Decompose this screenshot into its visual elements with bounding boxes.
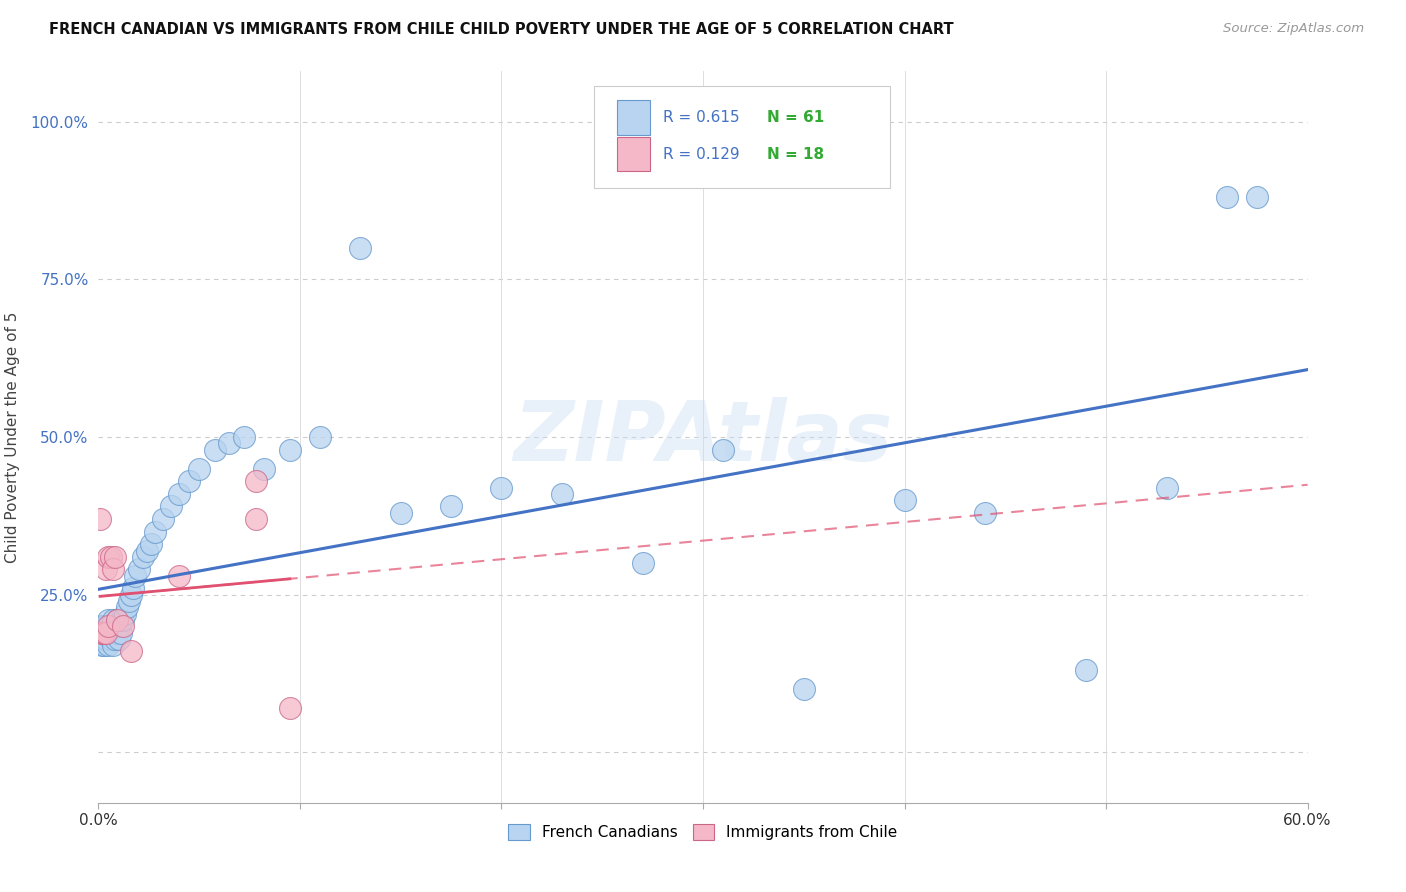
Point [110,613,132,627]
Point [97,619,120,633]
Point [253,461,276,475]
Point [440,500,463,514]
Point [118,594,141,608]
Point [278,442,301,457]
Point [1216,190,1239,204]
Point [204,442,226,457]
Point [1074,664,1097,678]
Point [101,625,124,640]
Text: FRENCH CANADIAN VS IMMIGRANTS FROM CHILE CHILD POVERTY UNDER THE AGE OF 5 CORREL: FRENCH CANADIAN VS IMMIGRANTS FROM CHILE… [49,22,953,37]
Point [309,430,332,444]
Point [97,549,120,564]
Point [349,241,371,255]
Point [179,474,201,488]
Point [107,632,129,646]
Point [93,638,115,652]
Text: R = 0.129: R = 0.129 [664,146,740,161]
Point [115,600,138,615]
Text: R = 0.615: R = 0.615 [664,110,740,125]
Text: Source: ZipAtlas.com: Source: ZipAtlas.com [1223,22,1364,36]
Point [97,613,120,627]
Point [96,619,118,633]
Point [120,644,142,658]
Point [97,625,120,640]
Point [101,562,124,576]
Text: ZIPAtlas: ZIPAtlas [513,397,893,477]
Point [631,556,654,570]
Point [91,638,114,652]
Point [89,632,111,646]
Point [120,588,142,602]
Point [93,625,115,640]
Legend: French Canadians, Immigrants from Chile: French Canadians, Immigrants from Chile [502,818,904,847]
Point [139,537,162,551]
Point [245,474,267,488]
Point [124,569,146,583]
Point [132,549,155,564]
Point [111,619,134,633]
Point [93,625,115,640]
Point [101,613,124,627]
Point [91,625,114,640]
Point [105,613,128,627]
Point [121,582,143,596]
Point [167,569,190,583]
Point [100,549,122,564]
Point [389,506,412,520]
Point [103,549,125,564]
Point [100,619,122,633]
Point [91,625,114,640]
Point [1156,481,1178,495]
Y-axis label: Child Poverty Under the Age of 5: Child Poverty Under the Age of 5 [4,311,20,563]
Point [143,524,166,539]
Point [100,632,122,646]
Point [114,607,136,621]
Point [111,613,134,627]
Point [793,682,815,697]
FancyBboxPatch shape [617,100,650,135]
Point [218,436,240,450]
Point [101,638,124,652]
FancyBboxPatch shape [617,136,650,171]
FancyBboxPatch shape [595,86,890,188]
Point [93,619,115,633]
Point [91,619,114,633]
Point [135,543,157,558]
Point [491,481,513,495]
Point [551,487,574,501]
Point [97,638,120,652]
Point [188,461,211,475]
Point [160,500,183,514]
Point [1246,190,1268,204]
Point [167,487,190,501]
Text: N = 18: N = 18 [768,146,824,161]
Point [105,613,128,627]
Point [96,625,118,640]
Point [232,430,254,444]
Point [893,493,915,508]
Point [278,701,301,715]
Point [974,506,997,520]
Point [152,512,174,526]
Point [105,625,128,640]
Point [96,632,118,646]
Point [128,562,150,576]
Point [711,442,734,457]
Point [96,562,118,576]
Text: N = 61: N = 61 [768,110,824,125]
Point [103,632,125,646]
Point [110,625,132,640]
Point [103,619,125,633]
Point [107,619,129,633]
Point [245,512,267,526]
Point [89,512,111,526]
